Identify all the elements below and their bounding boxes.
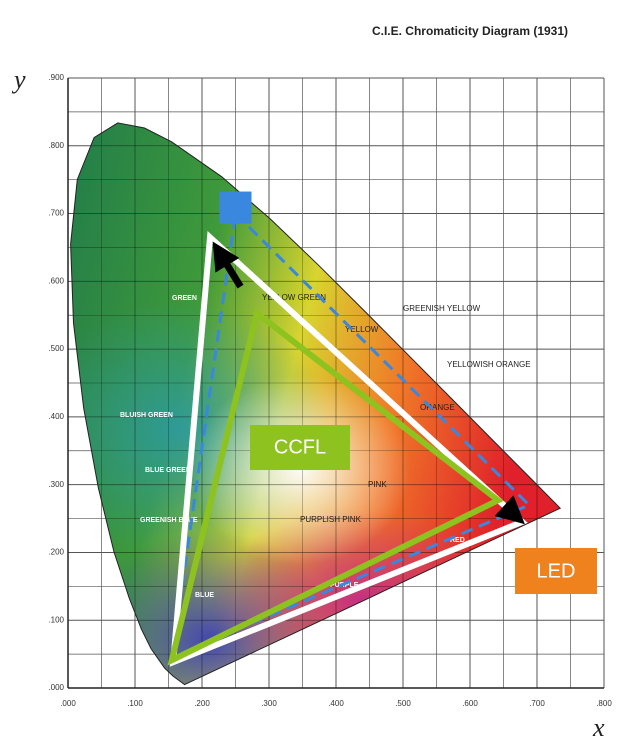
x-tick-label: .400 bbox=[328, 699, 344, 708]
region-label: GREEN bbox=[172, 295, 197, 302]
region-label: GREENISH YELLOW bbox=[403, 304, 481, 313]
region-label: ORANGE bbox=[420, 403, 455, 412]
chart-title: C.I.E. Chromaticity Diagram (1931) bbox=[372, 24, 568, 38]
y-tick-label: .000 bbox=[48, 683, 64, 692]
gamut-triangle bbox=[167, 307, 504, 666]
y-axis-label: y bbox=[11, 65, 26, 94]
gamut-triangle bbox=[169, 230, 528, 667]
x-tick-label: .200 bbox=[194, 699, 210, 708]
legend-label: CCFL bbox=[274, 436, 326, 458]
region-label: YELLOW GREEN bbox=[262, 293, 326, 302]
region-label: BLUISH GREEN bbox=[120, 412, 173, 419]
y-tick-label: .100 bbox=[48, 615, 64, 624]
region-label: PINK bbox=[368, 480, 387, 489]
y-tick-label: .300 bbox=[48, 480, 64, 489]
y-tick-label: .500 bbox=[48, 344, 64, 353]
gamut-layer bbox=[167, 191, 532, 667]
gamut-triangle bbox=[169, 210, 532, 660]
x-tick-label: .600 bbox=[462, 699, 478, 708]
region-label: YELLOW bbox=[345, 325, 379, 334]
region-labels: GREEN BLUISH GREEN BLUE GREEN GREENISH B… bbox=[120, 293, 531, 599]
x-tick-label: .100 bbox=[127, 699, 143, 708]
shift-arrow bbox=[212, 241, 244, 289]
region-label: YELLOWISH ORANGE bbox=[447, 360, 531, 369]
y-tick-label: .800 bbox=[48, 141, 64, 150]
region-label: RED bbox=[450, 537, 465, 544]
region-label: PURPLISH PINK bbox=[300, 515, 362, 524]
y-tick-label: .900 bbox=[48, 73, 64, 82]
x-axis-label: x bbox=[592, 713, 605, 742]
x-tick-label: .700 bbox=[529, 699, 545, 708]
y-tick-label: .200 bbox=[48, 548, 64, 557]
led-label-box bbox=[515, 548, 597, 594]
axes: .000 .100 .200 .300 .400 .500 .600 .700 .800 .000… bbox=[48, 73, 612, 708]
y-tick-label: .600 bbox=[48, 276, 64, 285]
gamut-marker bbox=[219, 191, 252, 224]
x-tick-label: .000 bbox=[60, 699, 76, 708]
ccfl-label-box bbox=[250, 425, 350, 470]
region-label: BLUE GREEN bbox=[145, 467, 191, 474]
x-tick-label: .500 bbox=[395, 699, 411, 708]
legend-label: LED bbox=[537, 560, 576, 582]
spectral-locus bbox=[70, 122, 562, 686]
y-tick-label: .700 bbox=[48, 209, 64, 218]
x-tick-label: .300 bbox=[261, 699, 277, 708]
region-label: BLUE bbox=[195, 592, 214, 599]
region-label: GREENISH BLUE bbox=[140, 517, 198, 524]
shift-arrow bbox=[494, 495, 525, 525]
x-tick-label: .800 bbox=[596, 699, 612, 708]
y-tick-label: .400 bbox=[48, 412, 64, 421]
